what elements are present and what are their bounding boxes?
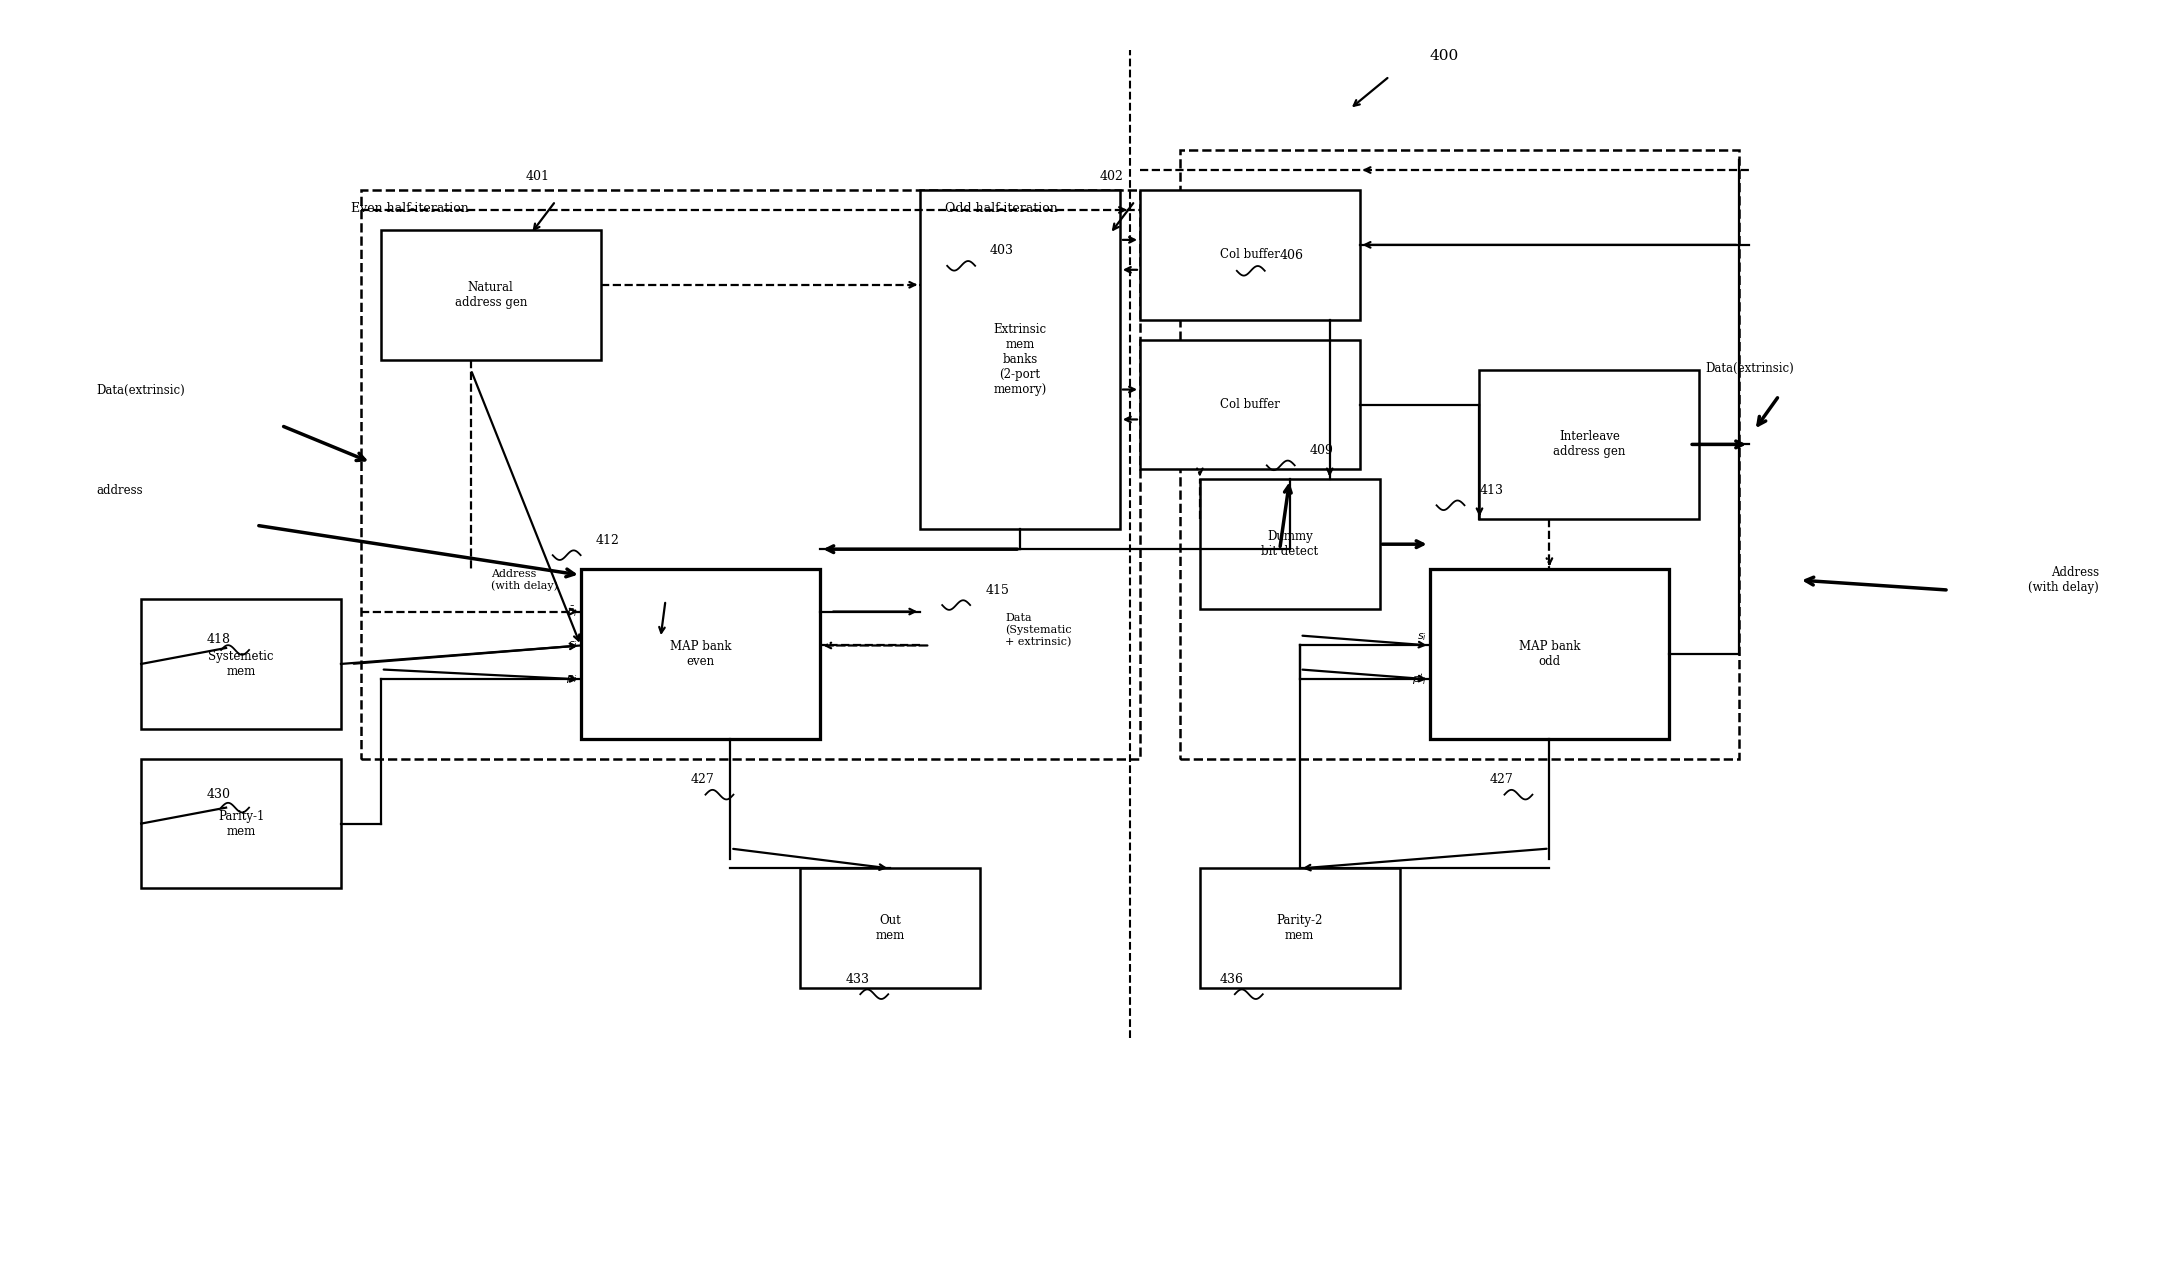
Text: $s_i$: $s_i$ bbox=[569, 640, 577, 651]
Text: 403: 403 bbox=[990, 245, 1014, 258]
Text: $p'_i$: $p'_i$ bbox=[1413, 671, 1426, 687]
Text: Parity-1
mem: Parity-1 mem bbox=[217, 810, 265, 838]
FancyBboxPatch shape bbox=[580, 569, 821, 739]
Text: 430: 430 bbox=[206, 788, 230, 801]
Text: Col buffer: Col buffer bbox=[1220, 249, 1279, 261]
Text: 427: 427 bbox=[1489, 773, 1513, 787]
Text: $p_i$: $p_i$ bbox=[567, 674, 577, 685]
FancyBboxPatch shape bbox=[921, 190, 1120, 529]
Text: Parity-2
mem: Parity-2 mem bbox=[1277, 915, 1322, 943]
Text: Address
(with delay): Address (with delay) bbox=[491, 569, 558, 591]
Text: Natural
address gen: Natural address gen bbox=[454, 280, 528, 308]
FancyBboxPatch shape bbox=[1201, 480, 1379, 609]
FancyBboxPatch shape bbox=[141, 599, 341, 728]
FancyBboxPatch shape bbox=[1140, 340, 1359, 470]
Text: 401: 401 bbox=[525, 170, 549, 183]
FancyBboxPatch shape bbox=[1140, 190, 1359, 320]
Text: $s_i$: $s_i$ bbox=[1418, 631, 1426, 643]
Text: Extrinsic
mem
banks
(2-port
memory): Extrinsic mem banks (2-port memory) bbox=[994, 324, 1046, 396]
Text: Out
mem: Out mem bbox=[875, 915, 905, 943]
Text: MAP bank
odd: MAP bank odd bbox=[1520, 640, 1580, 667]
Text: Odd half-iteration: Odd half-iteration bbox=[944, 203, 1057, 216]
Text: Systemetic
mem: Systemetic mem bbox=[208, 650, 274, 678]
Text: $\bar{e}_i$: $\bar{e}_i$ bbox=[567, 604, 577, 618]
Text: Data(extrinsic): Data(extrinsic) bbox=[96, 385, 185, 397]
Text: Interleave
address gen: Interleave address gen bbox=[1552, 430, 1626, 458]
Text: MAP bank
even: MAP bank even bbox=[669, 640, 732, 667]
Text: Even half-iteration: Even half-iteration bbox=[352, 203, 469, 216]
Text: 415: 415 bbox=[986, 584, 1010, 596]
FancyBboxPatch shape bbox=[1201, 868, 1400, 989]
Text: 400: 400 bbox=[1429, 49, 1459, 63]
Text: Dummy
bit detect: Dummy bit detect bbox=[1261, 530, 1318, 558]
FancyBboxPatch shape bbox=[380, 230, 601, 359]
Text: Address
(with delay): Address (with delay) bbox=[2028, 566, 2099, 594]
Text: Data
(Systematic
+ extrinsic): Data (Systematic + extrinsic) bbox=[1005, 613, 1072, 647]
Text: 413: 413 bbox=[1478, 483, 1505, 497]
Text: Col buffer: Col buffer bbox=[1220, 398, 1279, 411]
Text: 406: 406 bbox=[1279, 249, 1305, 263]
Text: 418: 418 bbox=[206, 633, 230, 646]
Text: 412: 412 bbox=[595, 534, 619, 547]
Text: 409: 409 bbox=[1309, 444, 1333, 457]
FancyBboxPatch shape bbox=[1429, 569, 1669, 739]
Text: Data(extrinsic): Data(extrinsic) bbox=[1706, 362, 1793, 376]
FancyBboxPatch shape bbox=[1478, 369, 1700, 519]
FancyBboxPatch shape bbox=[141, 759, 341, 888]
FancyBboxPatch shape bbox=[801, 868, 979, 989]
Text: 402: 402 bbox=[1101, 170, 1125, 183]
Text: address: address bbox=[96, 483, 143, 497]
Text: 427: 427 bbox=[690, 773, 714, 787]
Text: 433: 433 bbox=[845, 973, 868, 986]
Text: 436: 436 bbox=[1220, 973, 1244, 986]
